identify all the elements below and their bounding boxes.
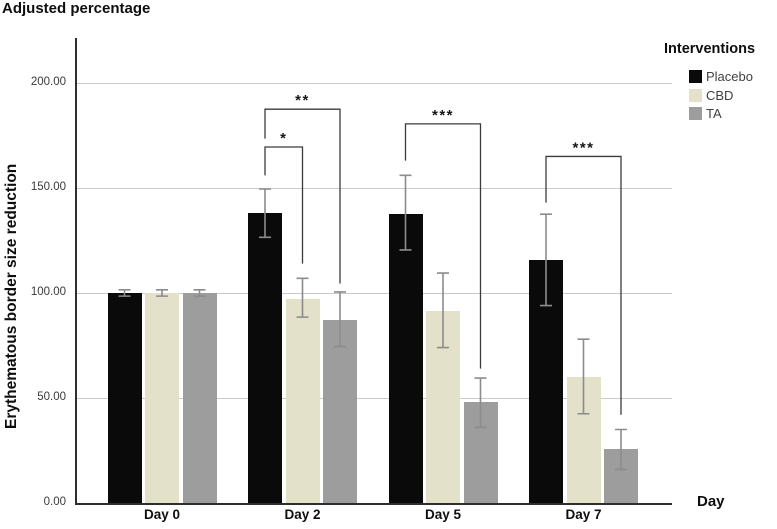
gridline-100 xyxy=(77,292,672,294)
y-tick-label-100: 100.00 xyxy=(30,285,66,298)
bar-placebo-day-0 xyxy=(107,292,142,503)
error-bar-ta-day-7 xyxy=(615,428,627,471)
gridline-50 xyxy=(77,397,672,399)
y-tick-label-0: 0.00 xyxy=(43,496,66,508)
error-bar-cbd-day-7 xyxy=(577,338,590,415)
error-bar-placebo-day-0 xyxy=(118,289,131,297)
error-bar-ta-day-0 xyxy=(193,289,206,297)
legend-label-ta: TA xyxy=(706,106,722,121)
x-tick-label-day-2: Day 2 xyxy=(284,507,321,522)
chart-overlay: ********* xyxy=(118,92,627,471)
sig-bracket-3 xyxy=(404,123,482,369)
sig-label-1: * xyxy=(280,130,287,147)
legend-items: Placebo CBD TA xyxy=(664,70,755,120)
error-bar-cbd-day-5 xyxy=(437,272,449,349)
legend-swatch-placebo xyxy=(689,70,702,83)
y-tick-label-50: 50.00 xyxy=(37,390,66,403)
legend-title: Interventions xyxy=(664,41,756,57)
sig-bracket-4 xyxy=(545,155,622,415)
x-tick-label-day-5: Day 5 xyxy=(424,507,462,522)
legend-swatch-ta xyxy=(689,107,702,120)
sig-bracket-1 xyxy=(264,146,304,264)
plot-area: * ** *** *** xyxy=(75,38,672,505)
legend-swatch-cbd xyxy=(689,88,702,102)
bar-ta-day-2 xyxy=(323,320,357,503)
legend-label-cbd: CBD xyxy=(706,87,734,103)
bar-cbd-day-0 xyxy=(145,292,179,503)
error-bar-placebo-day-5 xyxy=(399,174,412,251)
bar-placebo-day-5 xyxy=(388,214,423,503)
legend-item-cbd: CBD xyxy=(689,87,755,103)
x-tick-label-day-7: Day 7 xyxy=(565,507,602,522)
legend-item-ta: TA xyxy=(689,107,755,120)
y-tick-label-150: 150.00 xyxy=(30,180,66,193)
x-axis-title: Day xyxy=(697,493,725,510)
legend-item-placebo: Placebo xyxy=(689,70,755,83)
error-bar-ta-day-5 xyxy=(474,377,487,429)
sig-label-2: ** xyxy=(295,92,310,109)
error-bar-cbd-day-0 xyxy=(156,289,168,297)
gridline-150 xyxy=(77,187,672,189)
error-bar-placebo-day-7 xyxy=(540,213,552,307)
bar-placebo-day-2 xyxy=(248,213,282,503)
error-bar-placebo-day-2 xyxy=(259,188,271,239)
bar-cbd-day-2 xyxy=(285,299,320,503)
y-tick-label-200: 200.00 xyxy=(30,75,66,88)
error-bar-ta-day-2 xyxy=(334,291,346,348)
x-tick-label-day-0: Day 0 xyxy=(143,507,181,522)
sig-label-4: *** xyxy=(572,139,594,156)
legend: Interventions Placebo CBD TA xyxy=(664,41,755,126)
sig-label-3: *** xyxy=(432,107,454,124)
chart-title: Adjusted percentage xyxy=(2,0,151,17)
gridline-200 xyxy=(77,82,672,84)
error-bar-cbd-day-2 xyxy=(296,277,309,318)
bar-ta-day-0 xyxy=(182,292,217,503)
sig-bracket-2 xyxy=(264,108,341,284)
legend-label-placebo: Placebo xyxy=(706,69,753,84)
